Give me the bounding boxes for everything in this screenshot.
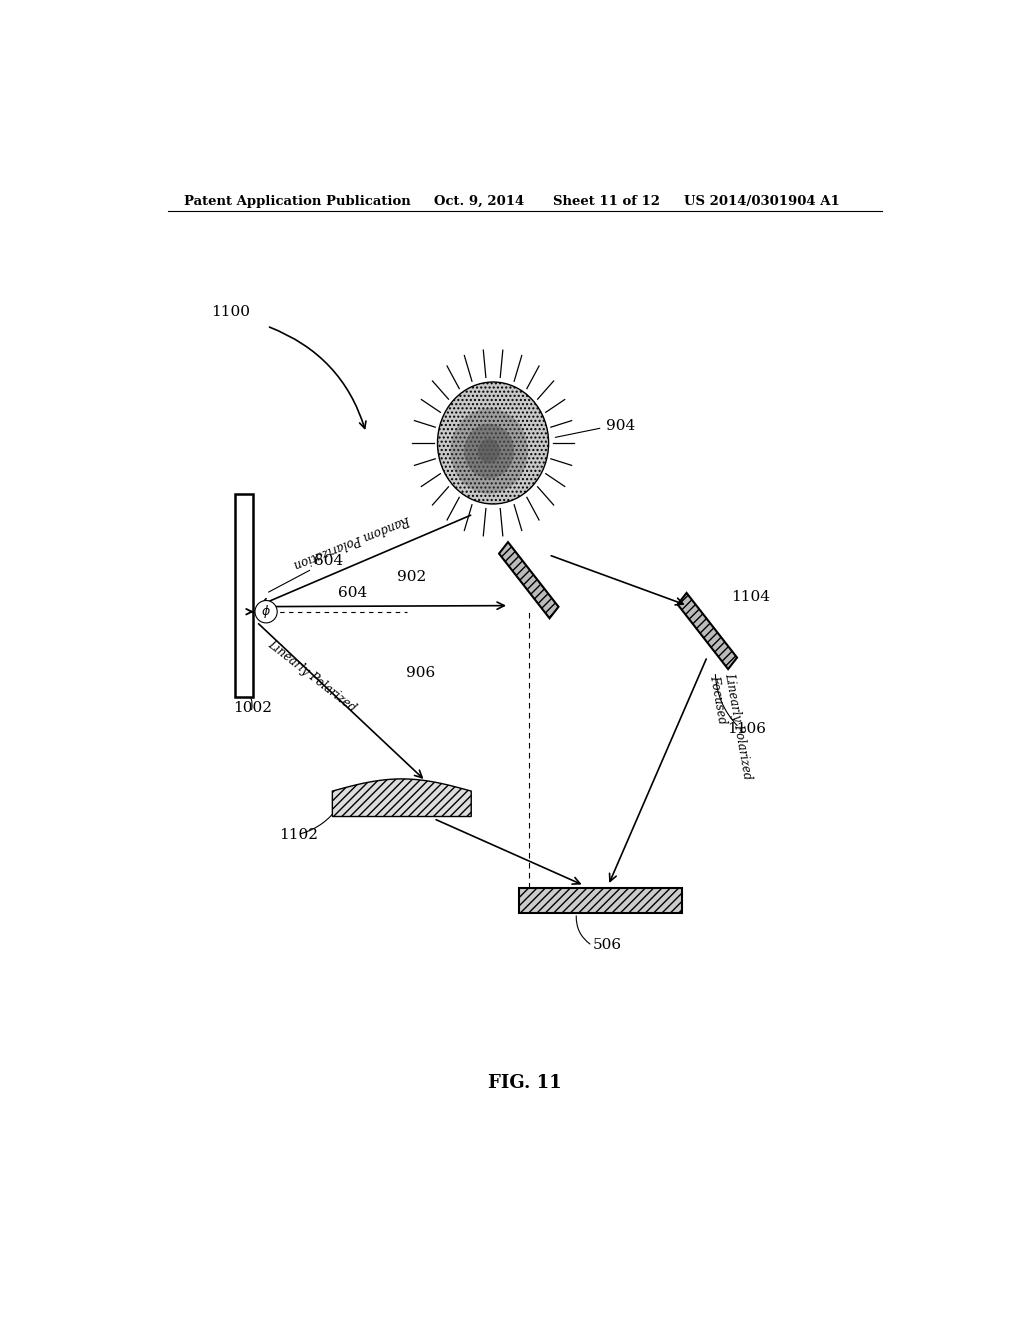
Ellipse shape [464, 424, 514, 479]
Text: 1002: 1002 [233, 701, 272, 715]
Ellipse shape [478, 440, 500, 463]
Text: Linearly Polarized
Focused: Linearly Polarized Focused [708, 672, 754, 783]
Text: 1102: 1102 [279, 829, 317, 842]
Text: Sheet 11 of 12: Sheet 11 of 12 [553, 195, 659, 209]
Text: 1104: 1104 [731, 590, 770, 603]
Text: Oct. 9, 2014: Oct. 9, 2014 [433, 195, 524, 209]
Text: Patent Application Publication: Patent Application Publication [183, 195, 411, 209]
Text: US 2014/0301904 A1: US 2014/0301904 A1 [684, 195, 840, 209]
Bar [236, 494, 253, 697]
Text: $\phi$: $\phi$ [261, 603, 271, 620]
Text: 604: 604 [338, 586, 368, 601]
Text: 904: 904 [606, 418, 635, 433]
Text: FIG. 11: FIG. 11 [488, 1074, 561, 1093]
Text: Linearly Polarized: Linearly Polarized [264, 638, 358, 714]
Bar [519, 887, 682, 913]
Polygon shape [678, 593, 737, 669]
Text: 506: 506 [592, 937, 622, 952]
Ellipse shape [451, 408, 528, 494]
Text: 1106: 1106 [727, 722, 766, 735]
Text: 604: 604 [313, 554, 343, 568]
Text: 906: 906 [406, 665, 435, 680]
Text: 1100: 1100 [211, 305, 250, 319]
Polygon shape [499, 543, 558, 618]
Ellipse shape [255, 601, 278, 623]
Ellipse shape [437, 381, 549, 504]
Polygon shape [333, 779, 471, 817]
Text: 902: 902 [396, 570, 426, 583]
Text: Random Polarization: Random Polarization [291, 512, 412, 570]
